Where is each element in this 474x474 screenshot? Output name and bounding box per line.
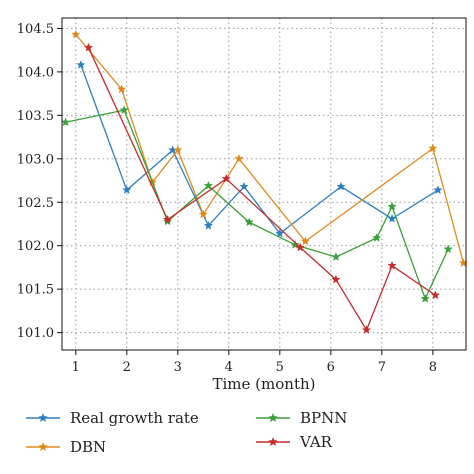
data-point-var [387,260,397,270]
x-tick-label: 5 [276,360,284,375]
x-tick-label: 7 [378,360,386,375]
data-point-dbn [198,209,208,219]
data-point-var [295,242,305,252]
series-dbn [71,29,469,268]
data-point-bpnn [290,239,300,249]
data-point-real-growth-rate [433,185,443,195]
data-point-var [221,173,231,183]
data-point-bpnn [119,105,129,115]
data-point-dbn [117,84,127,94]
data-point-dbn [234,153,244,163]
data-point-bpnn [203,180,214,190]
data-point-var [430,290,441,300]
y-tick-label: 103.5 [17,109,54,124]
y-tick-label: 102.0 [17,239,54,254]
legend-label: DBN [70,438,106,456]
x-axis-title: Time (month) [213,375,316,393]
y-tick-label: 104.0 [17,65,54,80]
x-tick-label: 3 [174,360,182,375]
data-point-real-growth-rate [122,185,132,195]
y-tick-label: 101.0 [17,326,54,341]
x-tick-label: 6 [327,360,335,375]
data-point-bpnn [387,201,397,211]
x-tick-label: 2 [123,360,131,375]
data-point-var [361,325,372,334]
data-point-real-growth-rate [203,220,214,230]
legend: Real growth rate DBN BPNN VAR [26,409,347,456]
data-point-bpnn [372,232,382,242]
data-point-dbn [428,143,438,153]
data-point-var [83,42,94,52]
x-tick-label: 1 [72,360,80,375]
data-point-bpnn [331,252,341,261]
legend-label: Real growth rate [70,409,199,427]
series-var [83,42,441,334]
data-point-real-growth-rate [387,213,397,223]
gridlines [62,18,466,350]
y-tick-label: 103.0 [17,152,54,167]
data-point-real-growth-rate [76,60,86,69]
series-line-var [87,47,436,331]
data-point-bpnn [244,217,254,227]
plot-series [60,29,469,334]
legend-marker-star-icon [268,412,278,423]
axis-ticks: 1 2 3 4 5 6 7 8 101.0 101.5 102.0 102.5 103.0 103.5 10… [17,22,437,375]
data-point-var [331,274,341,284]
data-point-var [162,214,173,224]
plot-area-frame [61,17,467,351]
data-point-dbn [71,29,81,39]
data-point-real-growth-rate [239,181,249,191]
legend-label: BPNN [300,409,347,427]
legend-label: VAR [299,433,333,451]
data-point-dbn [300,236,310,246]
legend-marker-star-icon [268,436,278,447]
data-point-bpnn [60,117,71,127]
legend-item-real-growth-rate: Real growth rate [26,409,199,427]
data-point-dbn [173,145,183,155]
x-tick-label: 4 [225,360,233,375]
legend-item-var: VAR [256,433,333,451]
series-bpnn [60,105,453,303]
y-tick-label: 104.5 [17,22,54,37]
data-point-bpnn [443,244,453,254]
data-point-real-growth-rate [336,181,346,191]
x-tick-label: 8 [429,360,437,375]
y-tick-label: 101.5 [17,283,54,298]
legend-item-bpnn: BPNN [256,409,347,427]
legend-item-dbn: DBN [26,438,106,456]
y-tick-label: 102.5 [17,196,54,211]
data-point-bpnn [420,293,430,303]
legend-marker-star-icon [38,412,48,423]
legend-marker-star-icon [38,441,48,452]
